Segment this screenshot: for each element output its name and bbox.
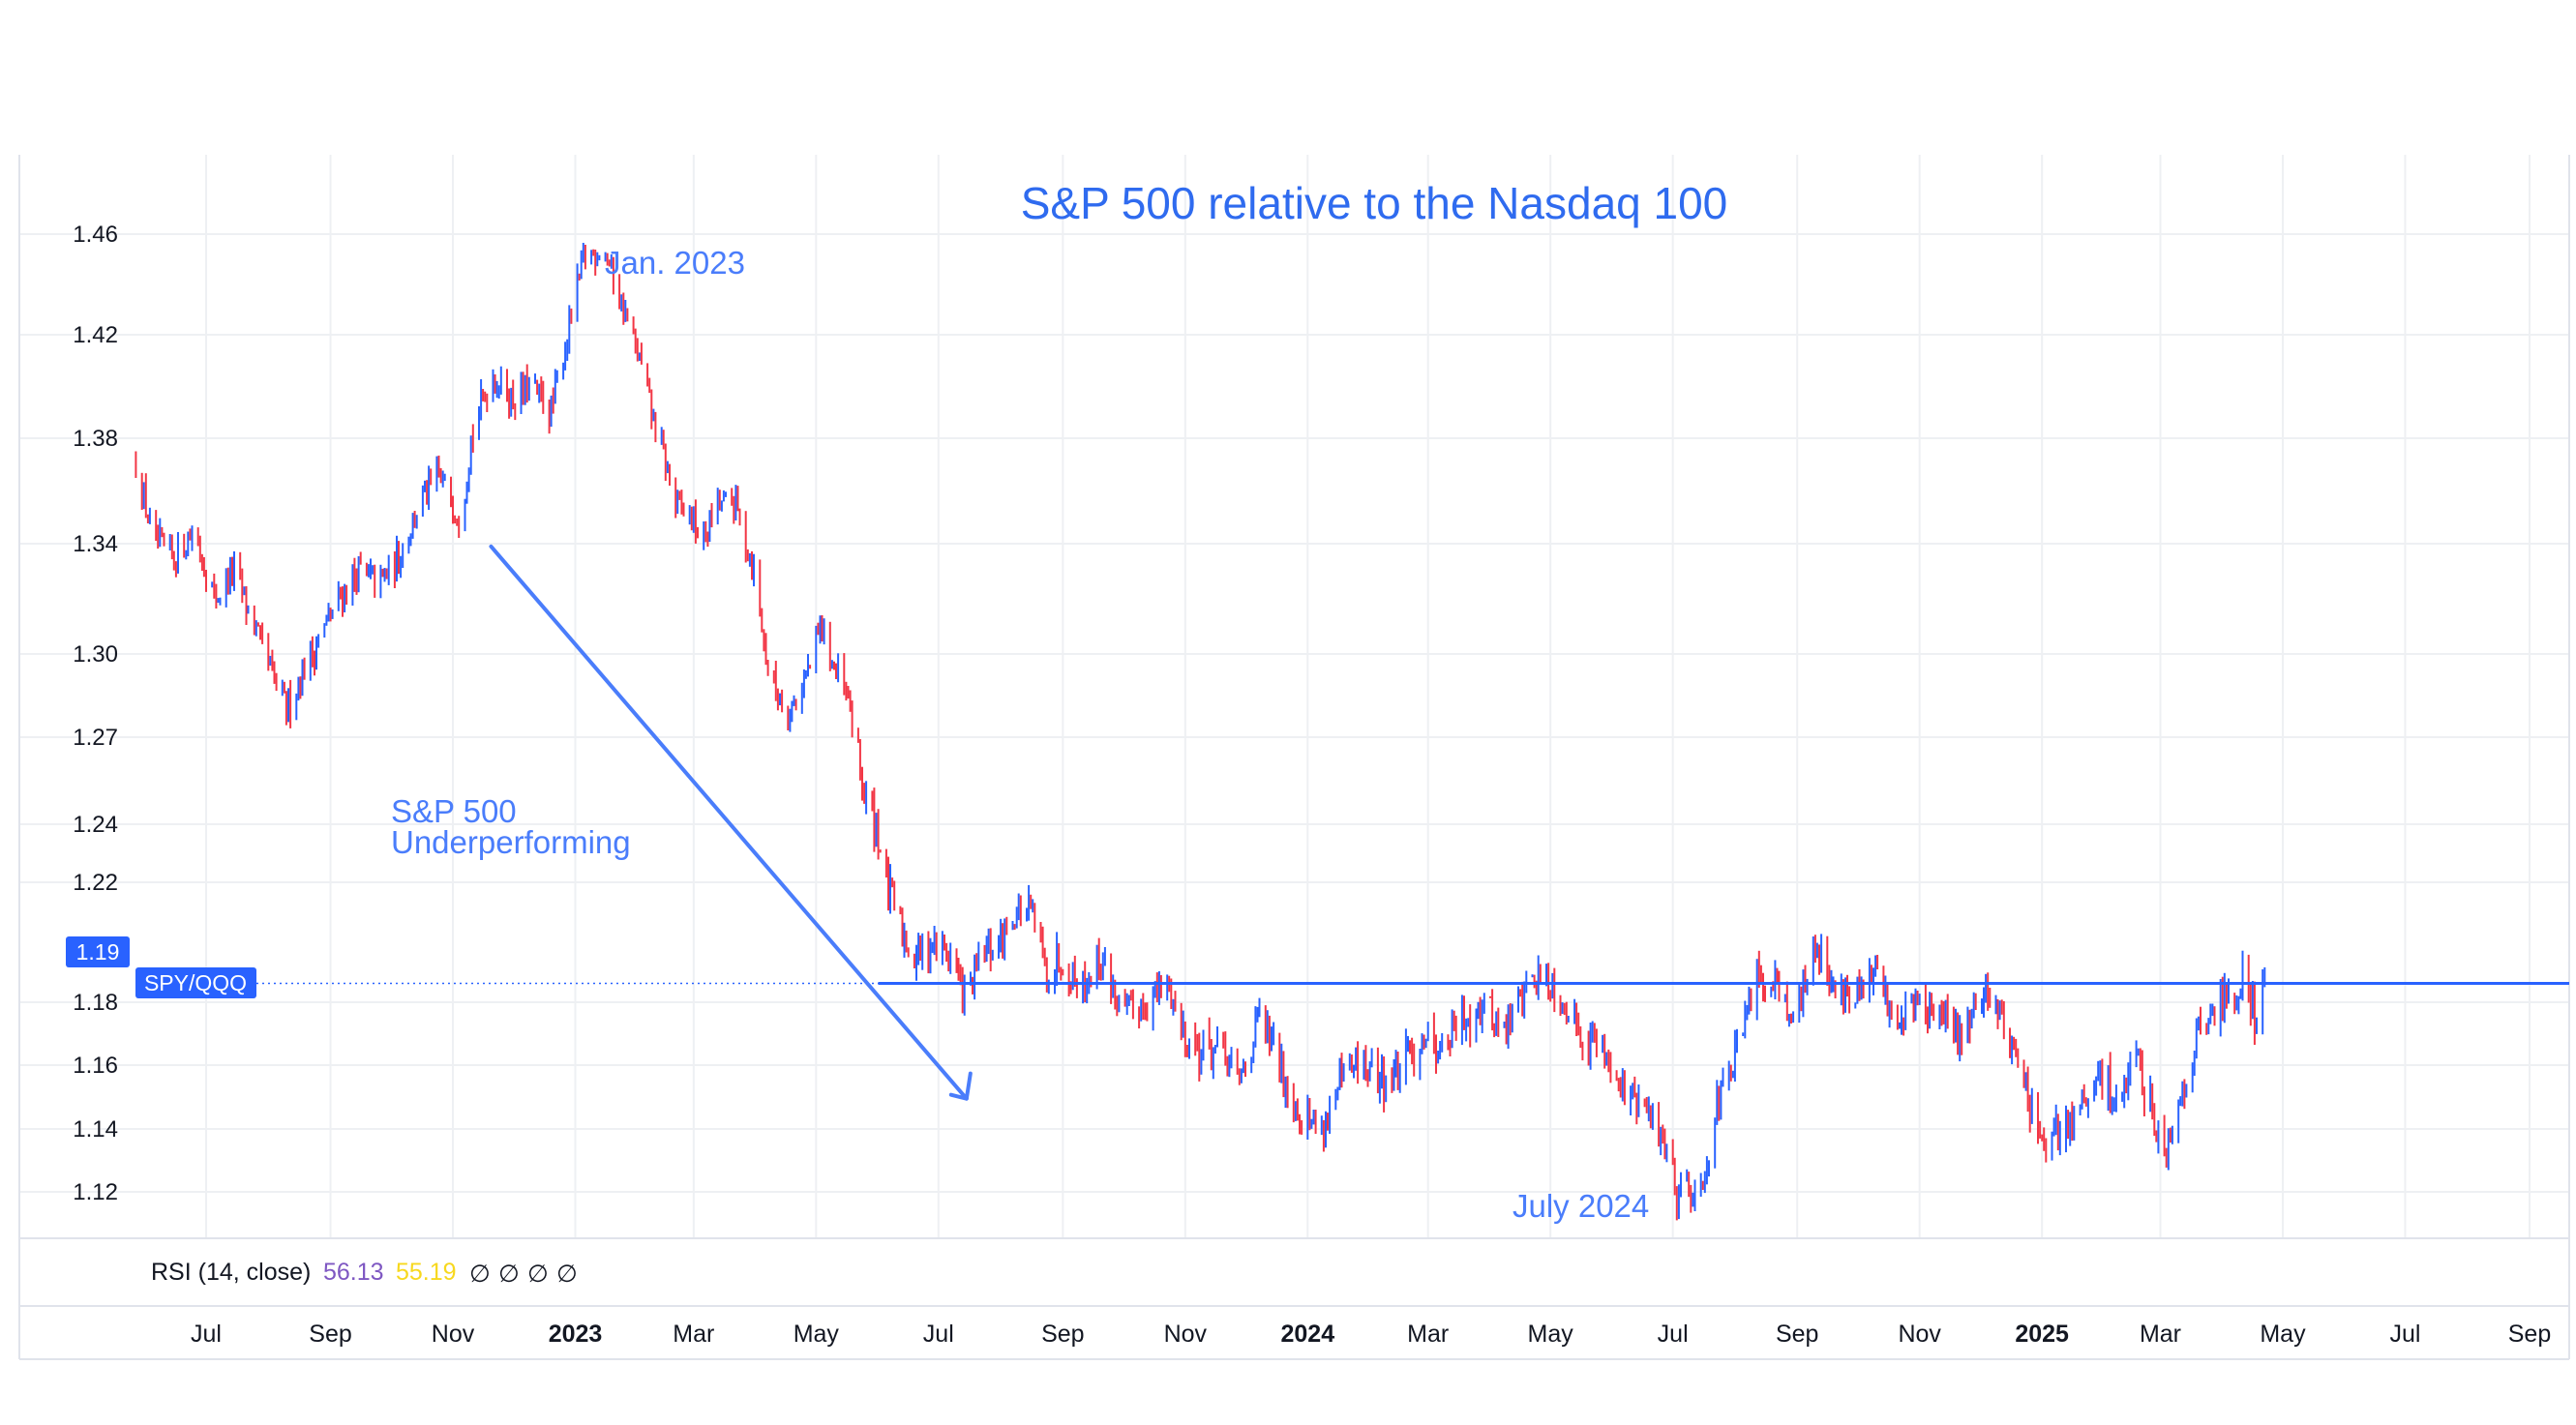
- x-axis-labels: Jul Sep Nov 2023 Mar May Jul Sep Nov 2024 Mar May Ju…: [191, 1321, 2551, 1348]
- y-tick-label: 1.30: [73, 641, 118, 668]
- chart-title: S&P 500 relative to the Nasdaq 100: [1021, 178, 1728, 228]
- y-tick-label: 1.24: [73, 812, 118, 838]
- x-tick-label: Mar: [1407, 1321, 1449, 1348]
- x-tick-label: Nov: [1164, 1321, 1208, 1348]
- x-tick-label: Jul: [923, 1321, 954, 1348]
- x-tick-label: Sep: [2508, 1321, 2551, 1348]
- y-tick-label: 1.14: [73, 1116, 118, 1143]
- rsi-symbol-3: ∅: [527, 1261, 549, 1288]
- x-tick-label: Nov: [1898, 1321, 1941, 1348]
- grid: [19, 155, 2569, 1238]
- rsi-value-2: 55.19: [396, 1259, 457, 1286]
- trend-arrow-shaft: [489, 544, 969, 1101]
- x-tick-label: May: [1528, 1321, 1574, 1348]
- x-tick-label: Sep: [309, 1321, 351, 1348]
- y-tick-label: 1.42: [73, 322, 118, 348]
- y-tick-label: 1.34: [73, 531, 118, 557]
- annotation-july-2024: July 2024: [1513, 1188, 1649, 1224]
- rsi-value-1: 56.13: [323, 1259, 384, 1286]
- x-tick-label: May: [2260, 1321, 2306, 1348]
- y-tick-label: 1.12: [73, 1179, 118, 1205]
- overlay: [256, 544, 2569, 1101]
- rsi-symbol-1: ∅: [469, 1261, 491, 1288]
- symbol-text: SPY/QQQ: [144, 970, 247, 995]
- last-value-badge: [66, 936, 130, 967]
- rsi-label: RSI (14, close): [151, 1259, 311, 1286]
- y-tick-label: 1.18: [73, 990, 118, 1016]
- x-tick-label: 2023: [549, 1321, 603, 1348]
- rsi-legend[interactable]: RSI (14, close) 56.13 55.19 ∅ ∅ ∅ ∅: [151, 1259, 578, 1288]
- y-tick-label: 1.46: [73, 222, 118, 248]
- y-tick-label: 1.27: [73, 725, 118, 751]
- last-value-tag[interactable]: 1.19: [66, 936, 130, 967]
- x-tick-label: May: [794, 1321, 840, 1348]
- rsi-symbol-4: ∅: [556, 1261, 578, 1288]
- y-axis-labels: 1.46 1.42 1.38 1.34 1.30 1.27 1.24 1.22 1.18 1.16…: [73, 222, 118, 1205]
- symbol-tag[interactable]: SPY/QQQ: [135, 967, 256, 998]
- y-tick-label: 1.38: [73, 426, 118, 452]
- rsi-symbol-2: ∅: [498, 1261, 520, 1288]
- pane-frame: [18, 155, 2570, 1360]
- symbol-badge: [135, 967, 256, 998]
- x-tick-label: Jul: [2389, 1321, 2420, 1348]
- y-tick-label: 1.22: [73, 870, 118, 896]
- x-tick-label: Mar: [2140, 1321, 2181, 1348]
- x-tick-label: Jul: [191, 1321, 222, 1348]
- annotation-underperforming: Underperforming: [391, 824, 631, 860]
- x-tick-label: Sep: [1041, 1321, 1084, 1348]
- price-bars: [135, 243, 2266, 1221]
- x-tick-label: Jul: [1658, 1321, 1689, 1348]
- trend-arrow-head: [948, 1071, 973, 1101]
- x-tick-label: Nov: [432, 1321, 475, 1348]
- x-tick-label: 2024: [1280, 1321, 1334, 1348]
- annotation-sp500: S&P 500: [391, 793, 517, 829]
- last-value-text: 1.19: [76, 939, 120, 965]
- x-tick-label: Sep: [1776, 1321, 1818, 1348]
- x-tick-label: Mar: [673, 1321, 714, 1348]
- y-tick-label: 1.16: [73, 1053, 118, 1079]
- x-tick-label: 2025: [2015, 1321, 2069, 1348]
- annotation-jan-2023: Jan. 2023: [605, 245, 745, 281]
